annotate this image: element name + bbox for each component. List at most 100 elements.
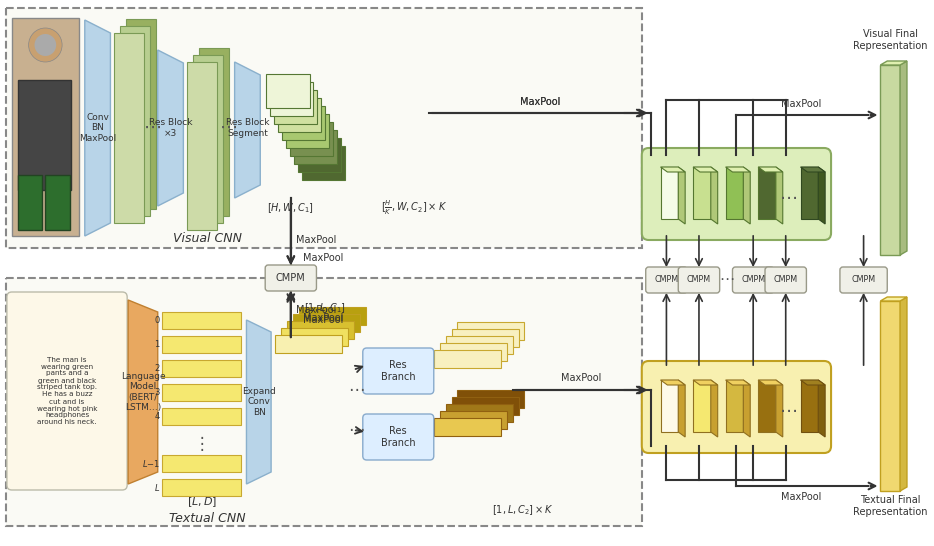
Polygon shape: [818, 380, 825, 437]
Text: 3: 3: [154, 388, 160, 397]
Text: MaxPool: MaxPool: [303, 313, 343, 323]
FancyBboxPatch shape: [645, 267, 687, 293]
Bar: [433, 418, 501, 436]
Polygon shape: [678, 380, 686, 437]
Bar: [693, 167, 711, 219]
Bar: [433, 350, 501, 368]
Text: Language
Model
(BERT/
LSTM…): Language Model (BERT/ LSTM…): [120, 372, 165, 412]
Polygon shape: [776, 380, 783, 437]
Text: $[H, W, C_1]$: $[H, W, C_1]$: [267, 201, 315, 215]
Bar: [6, 8, 642, 248]
Text: 2: 2: [154, 364, 160, 373]
Bar: [281, 328, 348, 346]
Bar: [458, 322, 525, 340]
Polygon shape: [693, 167, 717, 172]
Text: CMPM: CMPM: [276, 273, 305, 283]
Polygon shape: [800, 167, 825, 172]
Bar: [458, 390, 525, 408]
Polygon shape: [818, 167, 825, 224]
Bar: [290, 122, 333, 156]
FancyBboxPatch shape: [732, 267, 774, 293]
Polygon shape: [726, 167, 750, 172]
Polygon shape: [247, 320, 271, 484]
Bar: [188, 62, 217, 230]
Text: $[L, D]$: $[L, D]$: [187, 495, 218, 509]
Text: ⋯: ⋯: [348, 421, 365, 439]
Text: $[1, L, C_1]$: $[1, L, C_1]$: [304, 301, 347, 315]
Text: $L{-}1$: $L{-}1$: [142, 458, 160, 469]
Bar: [114, 33, 144, 223]
Text: MaxPool: MaxPool: [520, 97, 560, 107]
Bar: [302, 146, 345, 180]
Bar: [278, 98, 321, 132]
Bar: [12, 18, 78, 236]
Text: ⋮: ⋮: [193, 435, 210, 453]
Bar: [660, 167, 678, 219]
Text: CMPM: CMPM: [686, 276, 711, 284]
Text: Visual Final
Representation: Visual Final Representation: [853, 29, 927, 51]
Text: Res Block
Segment: Res Block Segment: [226, 118, 269, 138]
Bar: [800, 380, 818, 432]
Polygon shape: [660, 380, 686, 385]
FancyBboxPatch shape: [840, 267, 887, 293]
Text: CMPM: CMPM: [655, 276, 678, 284]
Text: $[1, L, C_2]\times K$: $[1, L, C_2]\times K$: [491, 503, 553, 517]
Bar: [660, 380, 678, 432]
Text: 0: 0: [154, 316, 160, 325]
FancyBboxPatch shape: [265, 265, 317, 291]
Text: 1: 1: [154, 340, 160, 349]
Bar: [162, 408, 241, 425]
Text: MaxPool: MaxPool: [561, 373, 601, 383]
Polygon shape: [693, 380, 717, 385]
Bar: [294, 130, 337, 164]
Text: Textual CNN: Textual CNN: [169, 512, 246, 525]
Bar: [800, 167, 818, 219]
Text: The man is
wearing green
pants and a
green and black
striped tank top.
He has a : The man is wearing green pants and a gre…: [36, 357, 97, 425]
Text: CMPM: CMPM: [741, 276, 765, 284]
Text: ⋯: ⋯: [348, 381, 365, 399]
Text: Conv
BN
MaxPool: Conv BN MaxPool: [79, 113, 116, 143]
Polygon shape: [800, 380, 825, 385]
Text: $L$: $L$: [153, 482, 160, 493]
Text: Res
Branch: Res Branch: [381, 426, 416, 448]
Bar: [440, 411, 507, 429]
FancyBboxPatch shape: [362, 348, 433, 394]
Polygon shape: [678, 167, 686, 224]
Polygon shape: [85, 20, 110, 236]
Text: ⋯: ⋯: [219, 119, 238, 137]
Text: MaxPool: MaxPool: [782, 492, 822, 502]
Text: CMPM: CMPM: [852, 276, 876, 284]
Polygon shape: [726, 380, 750, 385]
Bar: [6, 278, 642, 526]
Polygon shape: [881, 297, 907, 301]
Polygon shape: [743, 167, 750, 224]
Bar: [726, 380, 743, 432]
Circle shape: [35, 34, 56, 56]
Bar: [18, 175, 42, 230]
Polygon shape: [711, 380, 717, 437]
Text: Expand
Conv
BN: Expand Conv BN: [243, 387, 276, 417]
Text: MaxPool: MaxPool: [520, 97, 560, 107]
Text: Res
Branch: Res Branch: [381, 360, 416, 382]
Polygon shape: [711, 167, 717, 224]
Bar: [18, 80, 71, 190]
Bar: [298, 138, 341, 172]
Bar: [286, 114, 330, 148]
Bar: [299, 307, 366, 325]
Text: Textual Final
Representation: Textual Final Representation: [853, 495, 927, 517]
FancyBboxPatch shape: [765, 267, 806, 293]
Text: ⋯: ⋯: [719, 272, 734, 288]
Bar: [292, 314, 360, 332]
Bar: [451, 397, 518, 415]
FancyBboxPatch shape: [678, 267, 720, 293]
Polygon shape: [900, 297, 907, 491]
Polygon shape: [758, 380, 783, 385]
Bar: [193, 55, 223, 223]
Bar: [282, 106, 325, 140]
Bar: [693, 380, 711, 432]
Text: CMPM: CMPM: [773, 276, 798, 284]
Text: …: …: [780, 185, 798, 203]
Text: $[\frac{H}{K}, W, C_2]\times K$: $[\frac{H}{K}, W, C_2]\times K$: [381, 199, 447, 217]
Bar: [881, 65, 900, 255]
Bar: [162, 312, 241, 329]
